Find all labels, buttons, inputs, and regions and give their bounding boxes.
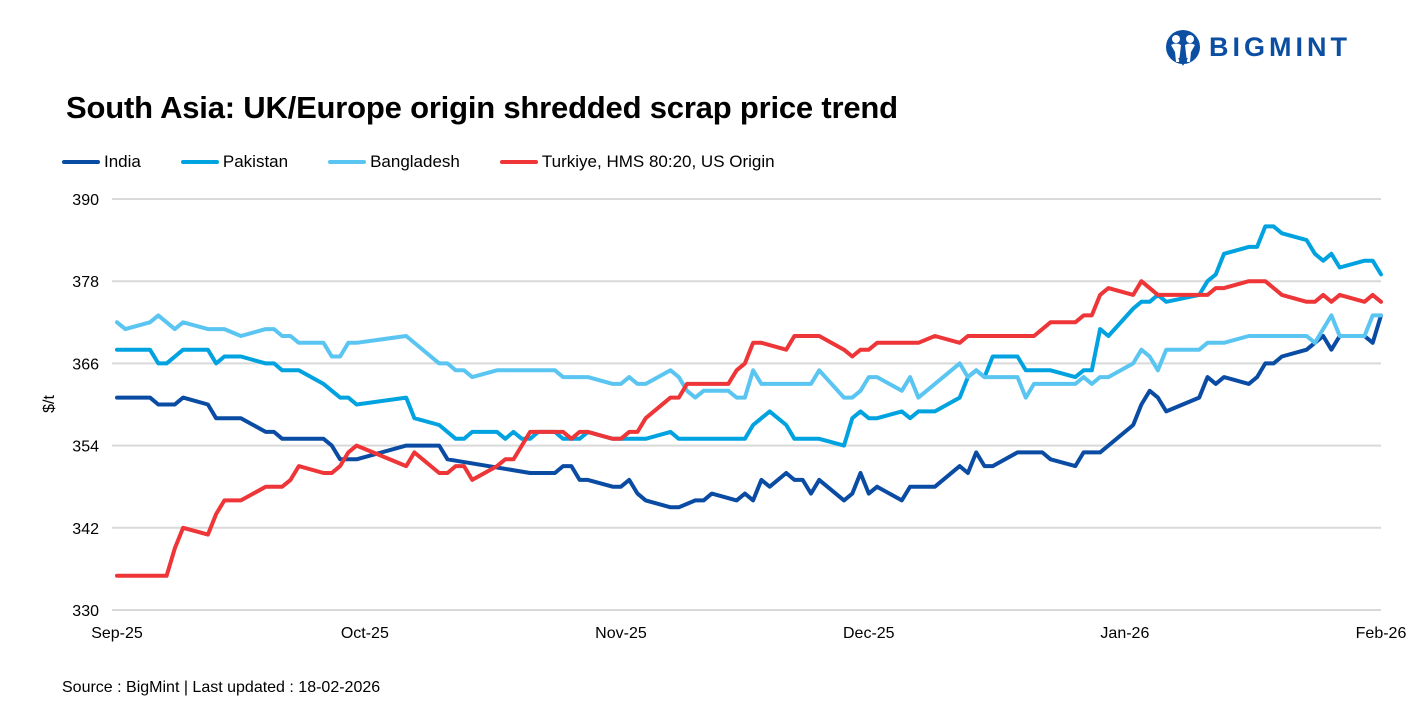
source-note: Source : BigMint | Last updated : 18-02-… <box>62 679 381 696</box>
y-tick-label: 378 <box>72 274 99 291</box>
x-tick-label: Oct-25 <box>341 625 389 642</box>
series-line-bangladesh <box>115 313 1383 400</box>
x-tick-label: Dec-25 <box>843 625 895 642</box>
legend-label: Bangladesh <box>370 152 460 171</box>
legend-item: Pakistan <box>180 152 289 172</box>
legend-item: Bangladesh <box>328 152 460 172</box>
legend-swatch <box>62 160 100 164</box>
legend: India Pakistan Bangladesh Turkiye, HMS 80:2… <box>62 152 815 172</box>
legend-label: Turkiye, HMS 80:20, US Origin <box>541 152 775 171</box>
legend-item: India <box>62 152 141 172</box>
series-line-pakistan <box>115 224 1383 448</box>
bigmint-logo: BIGMINT <box>1165 28 1351 66</box>
bigmint-logo-icon <box>1166 30 1200 66</box>
series-line-turkiye <box>115 279 1383 578</box>
legend-swatch <box>180 160 219 164</box>
y-tick-label: 366 <box>72 356 99 373</box>
y-tick-label: 342 <box>72 521 99 538</box>
y-tick-label: 390 <box>72 192 99 209</box>
x-tick-label: Feb-26 <box>1356 625 1407 642</box>
y-tick-label: 330 <box>72 603 99 620</box>
brand-name: BIGMINT <box>1209 31 1351 62</box>
legend-label: India <box>104 152 141 171</box>
y-tick-label: 354 <box>72 439 99 456</box>
chart-title: South Asia: UK/Europe origin shredded sc… <box>66 90 898 125</box>
legend-swatch <box>328 160 367 164</box>
series-line-india <box>115 313 1383 510</box>
legend-item: Turkiye, HMS 80:20, US Origin <box>499 152 775 172</box>
legend-label: Pakistan <box>222 152 289 171</box>
y-axis-label: $/t <box>41 395 58 413</box>
x-tick-label: Sep-25 <box>91 625 143 642</box>
legend-swatch <box>499 160 538 164</box>
x-tick-label: Nov-25 <box>595 625 647 642</box>
x-tick-label: Jan-26 <box>1100 625 1149 642</box>
